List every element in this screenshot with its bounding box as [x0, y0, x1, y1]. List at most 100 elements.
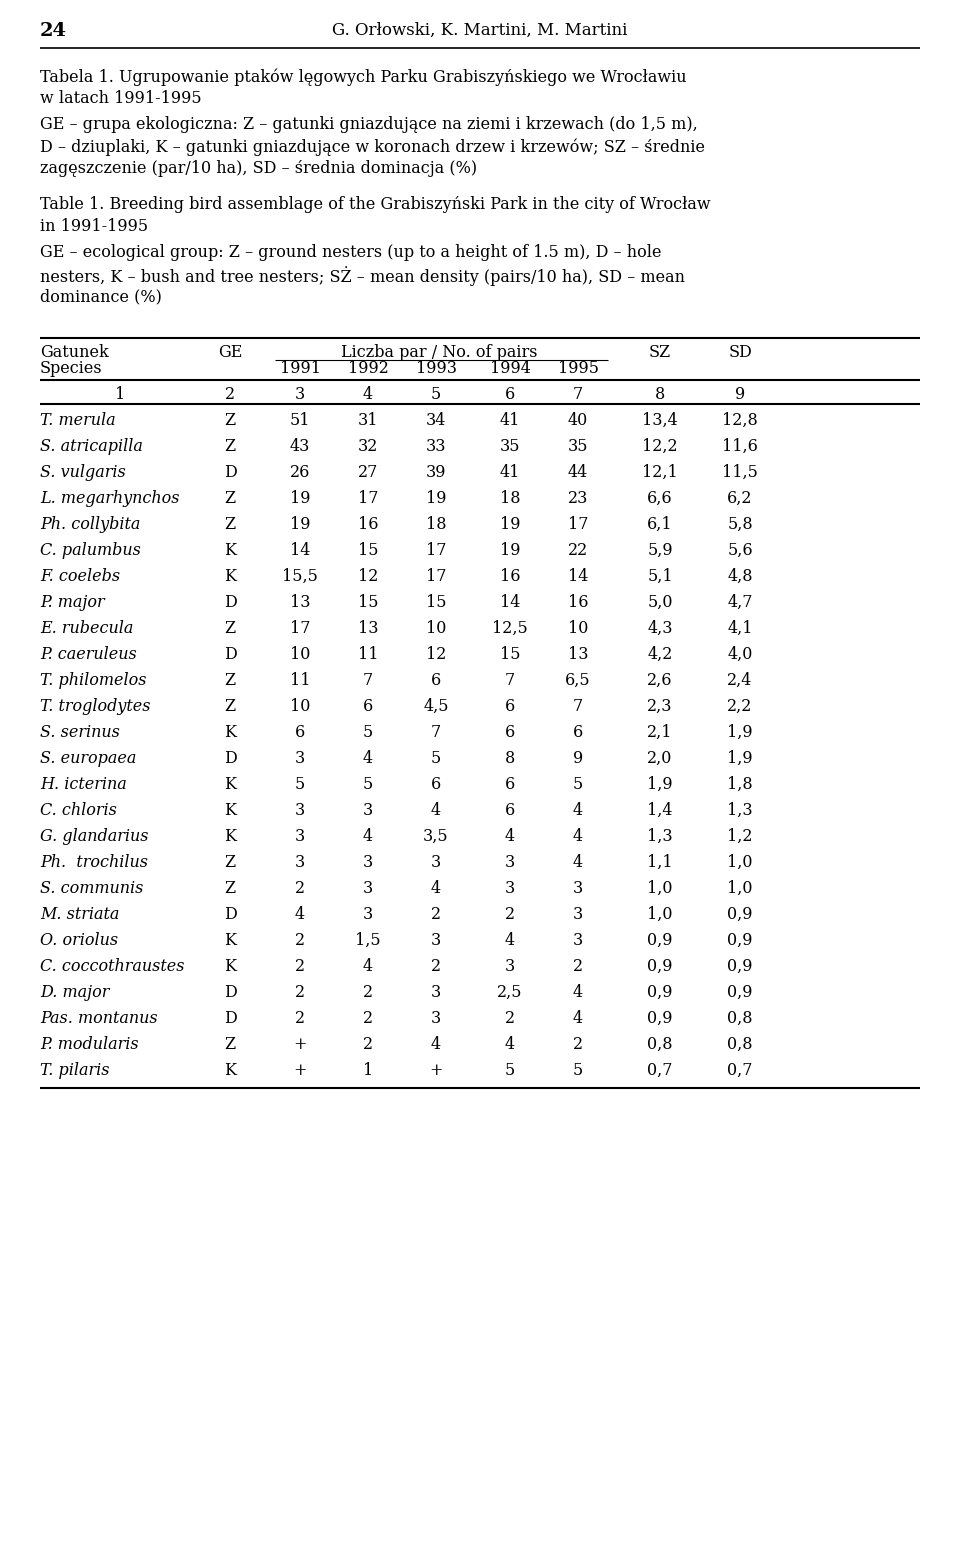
Text: 3,5: 3,5	[423, 827, 449, 844]
Text: GE – ecological group: Z – ground nesters (up to a height of 1.5 m), D – hole: GE – ecological group: Z – ground nester…	[40, 245, 661, 262]
Text: 15: 15	[358, 542, 378, 559]
Text: 1,5: 1,5	[355, 932, 381, 949]
Text: 5: 5	[431, 749, 442, 767]
Text: 1,9: 1,9	[647, 776, 673, 793]
Text: 1,1: 1,1	[647, 854, 673, 871]
Text: K: K	[224, 958, 236, 975]
Text: K: K	[224, 776, 236, 793]
Text: 5,1: 5,1	[647, 569, 673, 584]
Text: Table 1. Breeding bird assemblage of the Grabiszyński Park in the city of Wrocła: Table 1. Breeding bird assemblage of the…	[40, 196, 710, 213]
Text: K: K	[224, 802, 236, 820]
Text: 4: 4	[363, 827, 373, 844]
Text: 3: 3	[295, 827, 305, 844]
Text: 15,5: 15,5	[282, 569, 318, 584]
Text: C. chloris: C. chloris	[40, 802, 117, 820]
Text: K: K	[224, 1063, 236, 1080]
Text: S. vulgaris: S. vulgaris	[40, 464, 126, 481]
Text: 3: 3	[431, 1010, 442, 1027]
Text: Liczba par / No. of pairs: Liczba par / No. of pairs	[341, 344, 538, 361]
Text: 2: 2	[295, 932, 305, 949]
Text: Z: Z	[225, 411, 235, 428]
Text: 0,7: 0,7	[647, 1063, 673, 1080]
Text: 6: 6	[431, 671, 442, 689]
Text: 0,9: 0,9	[728, 958, 753, 975]
Text: 18: 18	[425, 516, 446, 533]
Text: 10: 10	[426, 620, 446, 637]
Text: 2: 2	[505, 907, 516, 922]
Text: 3: 3	[295, 749, 305, 767]
Text: D: D	[224, 464, 236, 481]
Text: 4,3: 4,3	[647, 620, 673, 637]
Text: 4: 4	[573, 854, 583, 871]
Text: Ph. collybita: Ph. collybita	[40, 516, 140, 533]
Text: Z: Z	[225, 491, 235, 506]
Text: 4: 4	[363, 386, 373, 404]
Text: 2,4: 2,4	[728, 671, 753, 689]
Text: 2,5: 2,5	[497, 985, 523, 1000]
Text: 35: 35	[500, 438, 520, 455]
Text: 4: 4	[431, 880, 441, 897]
Text: 6: 6	[505, 802, 516, 820]
Text: 6,6: 6,6	[647, 491, 673, 506]
Text: 13,4: 13,4	[642, 411, 678, 428]
Text: S. communis: S. communis	[40, 880, 143, 897]
Text: 14: 14	[290, 542, 310, 559]
Text: 3: 3	[363, 802, 373, 820]
Text: 43: 43	[290, 438, 310, 455]
Text: 12: 12	[426, 647, 446, 664]
Text: 12: 12	[358, 569, 378, 584]
Text: 4: 4	[431, 1036, 441, 1053]
Text: 33: 33	[425, 438, 446, 455]
Text: 4: 4	[573, 802, 583, 820]
Text: 1,4: 1,4	[647, 802, 673, 820]
Text: D – dziuplaki, K – gatunki gniazdujące w koronach drzew i krzewów; SZ – średnie: D – dziuplaki, K – gatunki gniazdujące w…	[40, 139, 705, 156]
Text: 19: 19	[290, 516, 310, 533]
Text: 5,8: 5,8	[727, 516, 753, 533]
Text: 4: 4	[363, 958, 373, 975]
Text: D: D	[224, 594, 236, 611]
Text: 5: 5	[431, 386, 442, 404]
Text: 0,9: 0,9	[728, 985, 753, 1000]
Text: 1,3: 1,3	[647, 827, 673, 844]
Text: Z: Z	[225, 880, 235, 897]
Text: Z: Z	[225, 671, 235, 689]
Text: E. rubecula: E. rubecula	[40, 620, 133, 637]
Text: 0,9: 0,9	[647, 985, 673, 1000]
Text: 1,8: 1,8	[727, 776, 753, 793]
Text: 17: 17	[425, 542, 446, 559]
Text: 1991: 1991	[279, 360, 321, 377]
Text: 5,0: 5,0	[647, 594, 673, 611]
Text: S. serinus: S. serinus	[40, 724, 120, 742]
Text: P. modularis: P. modularis	[40, 1036, 138, 1053]
Text: 6,5: 6,5	[565, 671, 590, 689]
Text: 16: 16	[500, 569, 520, 584]
Text: 15: 15	[500, 647, 520, 664]
Text: 4: 4	[431, 802, 441, 820]
Text: 11,6: 11,6	[722, 438, 758, 455]
Text: 6: 6	[505, 698, 516, 715]
Text: 1,2: 1,2	[728, 827, 753, 844]
Text: 3: 3	[295, 386, 305, 404]
Text: 9: 9	[573, 749, 583, 767]
Text: K: K	[224, 932, 236, 949]
Text: 2: 2	[295, 985, 305, 1000]
Text: 3: 3	[505, 854, 516, 871]
Text: 1,0: 1,0	[728, 854, 753, 871]
Text: 23: 23	[567, 491, 588, 506]
Text: 13: 13	[290, 594, 310, 611]
Text: S. europaea: S. europaea	[40, 749, 136, 767]
Text: Tabela 1. Ugrupowanie ptaków lęgowych Parku Grabiszyńskiego we Wrocławiu: Tabela 1. Ugrupowanie ptaków lęgowych Pa…	[40, 69, 686, 86]
Text: 1: 1	[363, 1063, 373, 1080]
Text: 6: 6	[505, 724, 516, 742]
Text: G. Orłowski, K. Martini, M. Martini: G. Orłowski, K. Martini, M. Martini	[332, 22, 628, 39]
Text: 0,9: 0,9	[728, 932, 753, 949]
Text: +: +	[293, 1063, 307, 1080]
Text: 2: 2	[431, 907, 441, 922]
Text: 3: 3	[363, 907, 373, 922]
Text: 12,1: 12,1	[642, 464, 678, 481]
Text: 3: 3	[363, 880, 373, 897]
Text: 1994: 1994	[490, 360, 531, 377]
Text: 17: 17	[358, 491, 378, 506]
Text: w latach 1991-1995: w latach 1991-1995	[40, 90, 202, 108]
Text: 2: 2	[363, 985, 373, 1000]
